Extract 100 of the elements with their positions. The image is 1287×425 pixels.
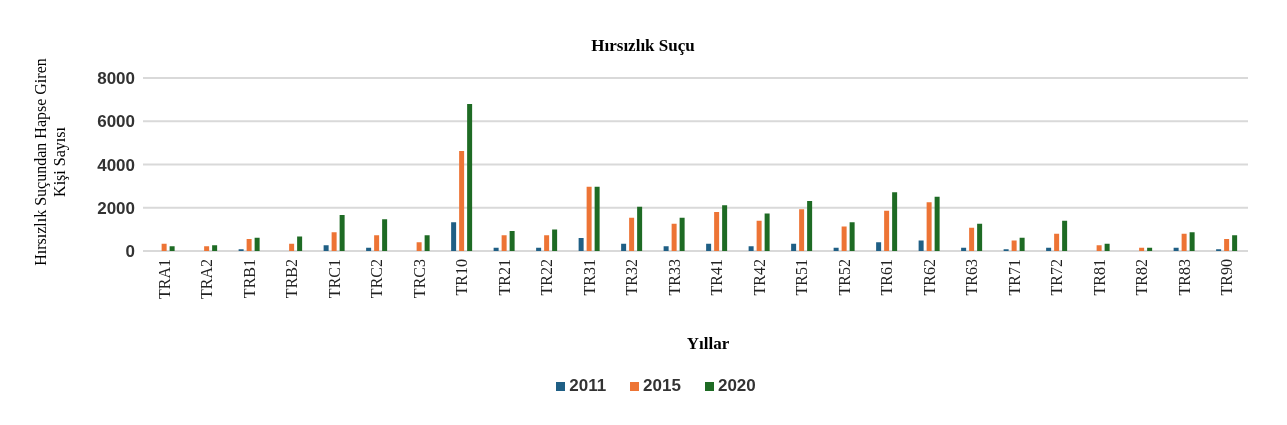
bar [1232, 235, 1238, 251]
bar [366, 247, 372, 251]
x-tick-label: TR72 [1048, 259, 1066, 296]
x-axis-title: Yıllar [685, 334, 731, 354]
y-tick-label: 8000 [97, 69, 135, 89]
bar [1062, 220, 1068, 251]
bar [331, 232, 337, 251]
x-tick-label: TR52 [835, 259, 853, 296]
x-tick-label: TR31 [580, 259, 598, 296]
bar [926, 202, 932, 251]
bar [493, 247, 499, 251]
bar [451, 222, 457, 251]
x-tick-label: TR21 [495, 259, 513, 296]
bar [536, 247, 542, 251]
bar [552, 229, 558, 251]
bar [1046, 247, 1052, 251]
x-tick-label: TR83 [1175, 259, 1193, 296]
bar [586, 186, 592, 251]
bar [892, 192, 898, 251]
x-tick-label: TR32 [623, 259, 641, 296]
bar [671, 223, 677, 251]
bar [544, 235, 550, 251]
bar [501, 235, 507, 251]
bar [382, 219, 388, 251]
bar [799, 209, 805, 251]
bar [254, 237, 260, 251]
bar [297, 236, 303, 251]
x-tick-label: TR42 [750, 259, 768, 296]
x-tick-label: TRB1 [240, 259, 258, 299]
x-tick-label: TRC2 [368, 259, 386, 299]
x-tick-label: TR51 [793, 259, 811, 296]
x-tick-label: TR61 [878, 259, 896, 296]
bar [934, 196, 940, 251]
bar [629, 217, 635, 251]
x-tick-label: TRC1 [325, 259, 343, 299]
y-tick-label: 6000 [97, 112, 135, 132]
bar [1181, 233, 1187, 251]
y-tick-label: 2000 [97, 198, 135, 218]
bar [833, 247, 839, 251]
bar [849, 222, 855, 251]
x-tick-label: TR63 [963, 259, 981, 296]
bar [578, 238, 584, 251]
bar [424, 235, 430, 251]
bar [918, 240, 924, 251]
bar [748, 246, 754, 251]
bar [374, 235, 380, 251]
y-tick-label: 4000 [97, 155, 135, 175]
x-tick-label: TR71 [1005, 259, 1023, 296]
bar [594, 186, 600, 251]
x-tick-label: TRB2 [283, 259, 301, 299]
x-tick-label: TR90 [1218, 259, 1236, 296]
chart-title: Hırsızlık Suçu [590, 36, 696, 56]
bar [467, 103, 473, 251]
bar [756, 220, 762, 251]
bar [204, 246, 210, 251]
bar [961, 247, 967, 251]
bar [509, 231, 515, 251]
bar [969, 227, 975, 251]
bar [884, 210, 890, 251]
bar [706, 243, 712, 251]
bar [459, 150, 465, 251]
bar [764, 213, 770, 251]
bar [1104, 243, 1110, 251]
y-axis-title: Hırsızlık Suçundan Hapse Giren Kişi Sayısı [31, 57, 69, 268]
bar [339, 215, 345, 251]
bar [791, 243, 797, 251]
bar [1139, 247, 1145, 251]
bar [1147, 247, 1153, 251]
bar [621, 243, 627, 251]
x-tick-label: TR33 [665, 259, 683, 296]
x-tick-label: TR41 [708, 259, 726, 296]
bar [246, 239, 252, 251]
bar [807, 201, 813, 251]
x-tick-label: TR81 [1090, 259, 1108, 296]
bar [977, 223, 983, 251]
bar [637, 206, 643, 251]
x-tick-label: TR22 [538, 259, 556, 296]
bar [722, 205, 728, 251]
legend-label: 2011 [569, 376, 607, 395]
bar [714, 212, 720, 251]
bar [212, 245, 218, 251]
legend-label: 2020 [717, 376, 756, 395]
legend-label: 2015 [643, 376, 681, 395]
y-tick-label: 0 [125, 242, 135, 262]
bar [1054, 233, 1060, 251]
bar [169, 246, 175, 251]
bar [416, 242, 422, 251]
x-tick-label: TRC3 [410, 259, 428, 299]
bar [1189, 232, 1195, 251]
x-tick-label: TR62 [920, 259, 938, 296]
bar [1224, 239, 1230, 251]
x-tick-label: TR82 [1133, 259, 1151, 296]
bar [1173, 247, 1179, 251]
x-tick-label: TRA2 [198, 259, 216, 299]
bar [841, 226, 847, 251]
bar [1011, 240, 1017, 251]
bar [1019, 237, 1025, 251]
bar [663, 246, 669, 251]
bar [1096, 245, 1102, 251]
x-tick-label: TRA1 [155, 259, 173, 299]
